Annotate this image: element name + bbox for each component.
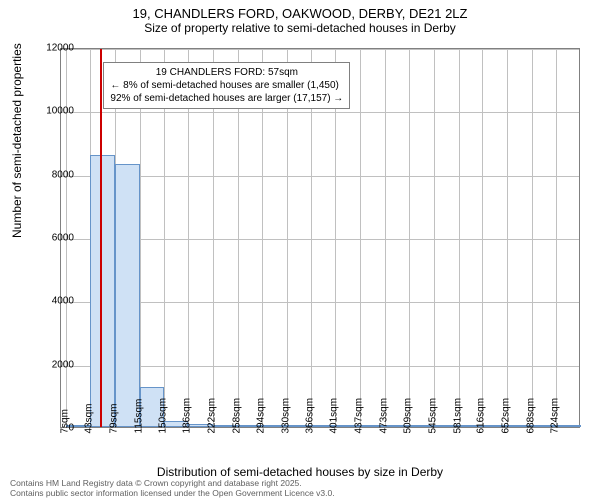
y-tick-label: 2000 xyxy=(34,359,74,370)
chart-title-block: 19, CHANDLERS FORD, OAKWOOD, DERBY, DE21… xyxy=(0,0,600,35)
grid-line-vertical xyxy=(409,49,410,427)
grid-line-vertical xyxy=(360,49,361,427)
annotation-box: 19 CHANDLERS FORD: 57sqm← 8% of semi-det… xyxy=(103,62,350,109)
histogram-bar xyxy=(90,155,115,427)
grid-line-vertical xyxy=(507,49,508,427)
y-tick-label: 6000 xyxy=(34,233,74,244)
title-line-1: 19, CHANDLERS FORD, OAKWOOD, DERBY, DE21… xyxy=(0,6,600,21)
histogram-bar xyxy=(115,164,140,427)
footer-line-2: Contains public sector information licen… xyxy=(10,488,335,498)
footer-line-1: Contains HM Land Registry data © Crown c… xyxy=(10,478,335,488)
footer-attribution: Contains HM Land Registry data © Crown c… xyxy=(0,478,335,498)
title-line-2: Size of property relative to semi-detach… xyxy=(0,21,600,35)
annotation-line-1: 19 CHANDLERS FORD: 57sqm xyxy=(110,66,343,79)
y-tick-label: 4000 xyxy=(34,296,74,307)
reference-line xyxy=(100,49,102,427)
grid-line-vertical xyxy=(556,49,557,427)
y-tick-label: 12000 xyxy=(34,43,74,54)
grid-line-vertical xyxy=(459,49,460,427)
grid-line-vertical xyxy=(482,49,483,427)
annotation-line-3: 92% of semi-detached houses are larger (… xyxy=(110,92,343,105)
plot-region: 19 CHANDLERS FORD: 57sqm← 8% of semi-det… xyxy=(60,48,580,428)
annotation-line-2: ← 8% of semi-detached houses are smaller… xyxy=(110,79,343,92)
y-tick-label: 8000 xyxy=(34,169,74,180)
y-tick-label: 10000 xyxy=(34,106,74,117)
chart-area: 19 CHANDLERS FORD: 57sqm← 8% of semi-det… xyxy=(60,48,580,428)
grid-line-vertical xyxy=(385,49,386,427)
grid-line-vertical xyxy=(532,49,533,427)
y-axis-label: Number of semi-detached properties xyxy=(10,43,24,238)
grid-line-vertical xyxy=(434,49,435,427)
